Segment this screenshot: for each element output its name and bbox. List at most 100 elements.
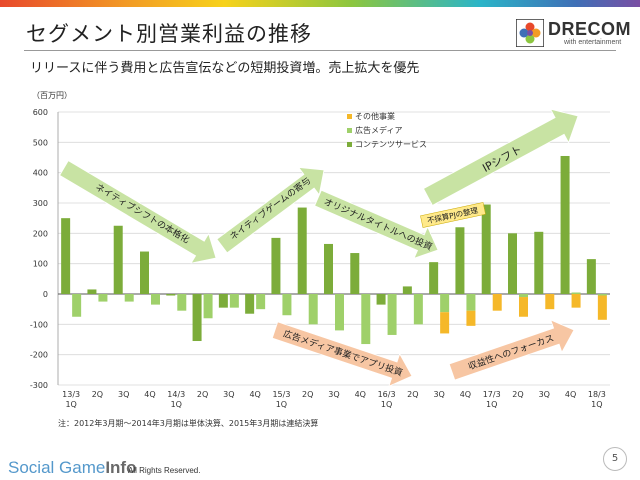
bar-content bbox=[87, 289, 97, 294]
footnote: 注：2012年3月期〜2014年3月期は単体決算、2015年3月期は連結決算 bbox=[58, 419, 319, 428]
arrow-ad-media-apps bbox=[271, 321, 413, 387]
bar-ad-media bbox=[571, 292, 581, 294]
x-tick-label: 1Q bbox=[591, 400, 602, 409]
x-tick-label: 3Q bbox=[433, 390, 444, 399]
segment-profit-chart: （百万円） -300 -200 -100 0 100 200 300 400 500 600 13/3… bbox=[30, 91, 610, 409]
drecom-logo: DRECOM with entertainment bbox=[516, 19, 631, 49]
arrow-native-shift bbox=[59, 160, 217, 264]
bar-other bbox=[492, 294, 502, 311]
x-tick-label: 17/3 bbox=[483, 390, 501, 399]
bar-other bbox=[519, 297, 528, 317]
bar-content bbox=[113, 225, 123, 294]
x-tick-label: 14/3 bbox=[167, 390, 185, 399]
x-tick-label: 16/3 bbox=[378, 390, 396, 399]
bar-content bbox=[245, 294, 255, 314]
legend-label: コンテンツサービス bbox=[355, 140, 427, 149]
y-tick-label: 400 bbox=[33, 169, 48, 178]
y-tick-label: 300 bbox=[33, 199, 48, 208]
x-tick-label: 3Q bbox=[223, 390, 234, 399]
page-number: 5 bbox=[603, 447, 627, 471]
logo-wordmark: DRECOM bbox=[548, 19, 631, 39]
annotation-profitability-focus: 収益性へのフォーカス bbox=[467, 332, 556, 373]
bar-content bbox=[481, 204, 491, 294]
x-tick-label: 2Q bbox=[302, 390, 313, 399]
flower-logo-icon bbox=[516, 19, 544, 47]
annotation-native-shift: ネイティブシフトの本格化 bbox=[93, 181, 191, 246]
x-tick-label: 13/3 bbox=[62, 390, 80, 399]
bar-content bbox=[271, 237, 281, 294]
title-divider bbox=[24, 50, 616, 51]
bar-ad-media bbox=[387, 294, 397, 335]
bar-ad-media bbox=[597, 294, 607, 296]
x-tick-label: 18/3 bbox=[588, 390, 606, 399]
x-tick-label: 4Q bbox=[460, 390, 471, 399]
watermark-bold-text: Info bbox=[105, 458, 137, 477]
y-tick-label: -100 bbox=[30, 320, 48, 329]
bar-ad-media bbox=[466, 294, 476, 311]
x-tick-label: 3Q bbox=[328, 390, 339, 399]
bar-content bbox=[166, 294, 176, 296]
x-tick-label: 1Q bbox=[276, 400, 287, 409]
x-tick-label: 4Q bbox=[355, 390, 366, 399]
arrow-profitability bbox=[448, 319, 575, 381]
bar-content bbox=[429, 262, 439, 294]
label-box-unprofitable bbox=[420, 202, 486, 228]
copyright-text: All Rights Reserved. bbox=[128, 466, 201, 475]
x-tick-label: 4Q bbox=[249, 390, 260, 399]
bar-ad-media bbox=[256, 294, 266, 310]
x-tick-label: 15/3 bbox=[272, 390, 290, 399]
x-tick-label: 1Q bbox=[381, 400, 392, 409]
bar-ad-media bbox=[124, 294, 134, 302]
bar-content bbox=[140, 251, 149, 294]
annotation-original-titles: オリジナルタイトルへの投資 bbox=[322, 196, 434, 253]
bar-ad-media bbox=[229, 294, 239, 308]
x-tick-label: 2Q bbox=[407, 390, 418, 399]
annotation-unprofitable-cleanup: 不採算PJの整理 bbox=[426, 205, 479, 226]
bar-ad-media bbox=[151, 294, 160, 305]
x-tick-label: 3Q bbox=[539, 390, 550, 399]
bar-content bbox=[402, 286, 412, 294]
bar-content bbox=[61, 218, 71, 294]
bar-content bbox=[534, 231, 544, 294]
page-title: セグメント別営業利益の推移 bbox=[26, 22, 312, 46]
bar-ad-media bbox=[519, 294, 528, 298]
socialgame-info-watermark: Social GameInfo bbox=[8, 458, 136, 478]
logo-tagline: with entertainment bbox=[564, 39, 622, 46]
page-subtitle: リリースに伴う費用と広告宣伝などの短期投資増。売上拡大を優先 bbox=[30, 61, 420, 76]
bar-ad-media bbox=[308, 294, 318, 325]
x-tick-label: 1Q bbox=[486, 400, 497, 409]
legend-swatch bbox=[347, 128, 352, 133]
bar-ad-media bbox=[413, 294, 423, 325]
unit-label: （百万円） bbox=[32, 91, 72, 100]
bar-other bbox=[571, 294, 581, 308]
arrow-ip-shift bbox=[422, 108, 579, 206]
y-tick-label: -300 bbox=[30, 381, 48, 390]
bar-ad-media bbox=[177, 294, 187, 311]
x-tick-label: 2Q bbox=[512, 390, 523, 399]
watermark-text: Social Game bbox=[8, 458, 106, 477]
legend-swatch bbox=[347, 142, 352, 147]
bar-ad-media bbox=[98, 294, 108, 302]
y-tick-label: 100 bbox=[33, 260, 48, 269]
bar-content bbox=[376, 294, 386, 305]
x-tick-label: 2Q bbox=[92, 390, 103, 399]
arrow-original-titles bbox=[314, 189, 439, 259]
y-tick-label: 0 bbox=[43, 290, 48, 299]
x-tick-label: 2Q bbox=[197, 390, 208, 399]
bar-other bbox=[466, 310, 476, 326]
y-tick-label: -200 bbox=[30, 351, 48, 360]
x-tick-label: 4Q bbox=[144, 390, 155, 399]
bar-ad-media bbox=[203, 294, 213, 319]
bar-ad-media bbox=[361, 294, 371, 345]
bar-content bbox=[218, 294, 228, 308]
x-tick-label: 3Q bbox=[118, 390, 129, 399]
arrow-native-games bbox=[216, 167, 325, 254]
bar-ad-media bbox=[335, 294, 344, 331]
bar-ad-media bbox=[282, 294, 292, 316]
top-color-bar bbox=[0, 0, 640, 7]
bar-ad-media bbox=[440, 294, 450, 313]
bar-other bbox=[545, 294, 555, 310]
bar-other bbox=[440, 312, 450, 334]
legend-label: 広告メディア bbox=[355, 125, 402, 135]
y-tick-label: 200 bbox=[33, 229, 48, 238]
